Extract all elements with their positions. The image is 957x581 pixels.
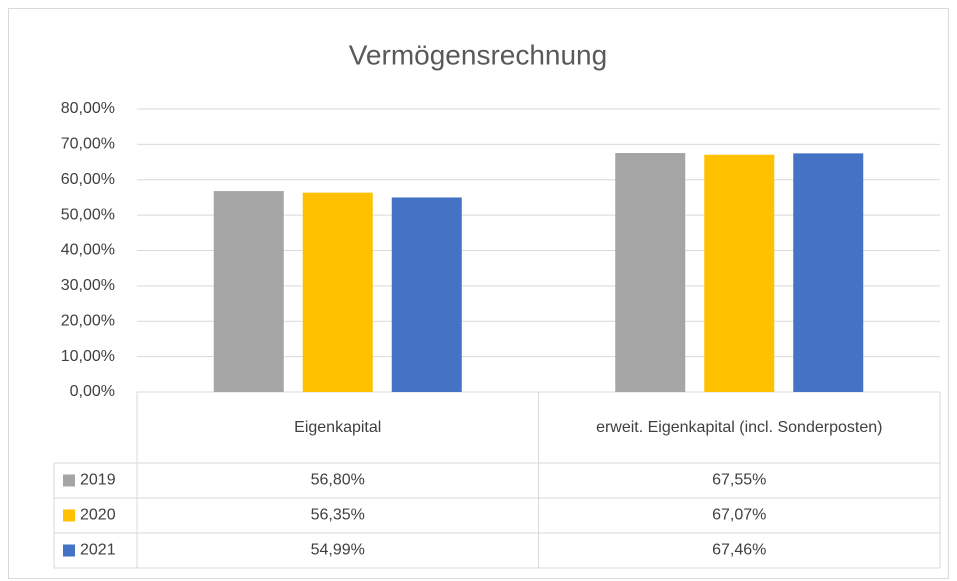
data-label: 56,80%	[311, 472, 365, 489]
y-tick-label: 10,00%	[61, 348, 115, 365]
y-tick-label: 30,00%	[61, 277, 115, 294]
legend-swatch	[63, 509, 75, 522]
y-tick-label: 80,00%	[61, 100, 115, 117]
x-tick-label: Eigenkapital	[294, 418, 382, 436]
data-label: 56,35%	[311, 507, 365, 524]
category-cell: erweit. Eigenkapital (incl. Sonderposten…	[596, 418, 883, 436]
category-cell: Eigenkapital	[294, 418, 382, 436]
bar	[793, 153, 864, 392]
chart-border	[8, 8, 949, 579]
y-tick-label: 0,00%	[70, 383, 115, 400]
y-tick-label: 70,00%	[61, 136, 115, 153]
legend-label: 2019	[80, 472, 116, 489]
bar	[704, 154, 775, 392]
bar	[302, 192, 373, 392]
bar	[391, 197, 462, 392]
data-label: 54,99%	[311, 542, 365, 559]
y-tick-label: 60,00%	[61, 171, 115, 188]
data-label: 67,46%	[712, 542, 766, 559]
x-tick-label: erweit. Eigenkapital (incl. Sonderposten…	[596, 418, 883, 436]
data-label: 67,07%	[712, 507, 766, 524]
data-label: 67,55%	[712, 472, 766, 489]
chart-title: Vermögensrechnung	[349, 39, 607, 70]
bar	[213, 191, 284, 392]
y-tick-label: 50,00%	[61, 206, 115, 223]
bar	[615, 153, 686, 392]
legend-label: 2020	[80, 507, 116, 524]
y-tick-label: 40,00%	[61, 242, 115, 259]
legend-swatch	[63, 474, 75, 487]
legend-label: 2021	[80, 542, 116, 559]
y-tick-label: 20,00%	[61, 312, 115, 329]
legend-swatch	[63, 544, 75, 557]
